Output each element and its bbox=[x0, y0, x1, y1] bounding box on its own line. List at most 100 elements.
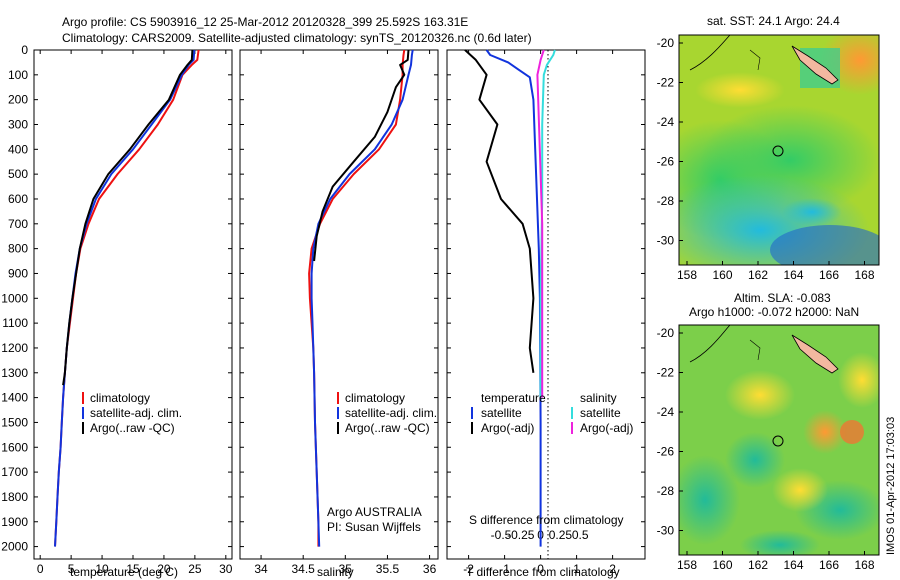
legend-label-s-argo: Argo(-adj) bbox=[580, 421, 633, 435]
latitude-tick-label: -22 bbox=[657, 76, 675, 90]
latitude-tick-label: -26 bbox=[657, 155, 675, 169]
longitude-tick-label: 168 bbox=[854, 268, 874, 282]
depth-tick-label: 1800 bbox=[1, 490, 28, 504]
sla-map-latitude-ticks: -20 -22 -24 -26 -28 -30 bbox=[657, 326, 683, 538]
sst-map-longitude-ticks: 158 160 162 164 166 168 bbox=[677, 261, 875, 282]
latitude-tick-label: -26 bbox=[657, 445, 675, 459]
difference-profile-lines bbox=[464, 49, 556, 547]
x-tick-label: 30 bbox=[219, 562, 233, 576]
sla-map-frame bbox=[678, 324, 880, 556]
latitude-tick-label: -28 bbox=[657, 484, 675, 498]
sla-map-image bbox=[679, 325, 879, 555]
depth-tick-label: 1200 bbox=[1, 341, 28, 355]
depth-axis-ticks: 0 100 200 300 400 500 600 700 800 900 1000 1100 1200… bbox=[1, 43, 645, 554]
s-difference-tick-label: -0.25 bbox=[507, 528, 535, 542]
sst-map-image bbox=[679, 35, 879, 265]
legend-label-argo: Argo(..raw -QC) bbox=[90, 421, 175, 435]
profile-line-climatology bbox=[54, 49, 200, 547]
sla-map-panel: Altim. SLA: -0.083 Argo h1000: -0.072 h2… bbox=[657, 291, 880, 572]
depth-tick-label: 1000 bbox=[1, 291, 28, 305]
depth-tick-label: 1100 bbox=[2, 316, 28, 330]
x-tick-label: -2 bbox=[463, 562, 474, 576]
depth-tick-label: 300 bbox=[8, 117, 28, 131]
longitude-tick-label: 160 bbox=[712, 558, 732, 572]
profile-line-temperature-argo-adj- bbox=[464, 49, 535, 373]
depth-tick-label: 1900 bbox=[1, 515, 28, 529]
depth-tick-label: 1700 bbox=[1, 465, 28, 479]
profile-line-satellite-adj-clim- bbox=[54, 49, 196, 547]
depth-tick-label: 1600 bbox=[1, 440, 28, 454]
legend-label-argo: Argo(..raw -QC) bbox=[345, 421, 430, 435]
latitude-tick-label: -30 bbox=[657, 234, 675, 248]
x-tick-label: 20 bbox=[157, 562, 171, 576]
argo-pi-annotation: PI: Susan Wijffels bbox=[327, 520, 421, 534]
longitude-tick-label: 162 bbox=[748, 558, 768, 572]
x-tick-label: 2 bbox=[609, 562, 616, 576]
difference-plot-frame bbox=[446, 49, 646, 560]
temperature-difference-legend: temperature satellite Argo(-adj) bbox=[471, 391, 546, 435]
sla-map-title-line-1: Altim. SLA: -0.083 bbox=[734, 291, 831, 305]
figure-title-line-2: Climatology: CARS2009. Satellite-adjuste… bbox=[62, 31, 532, 45]
depth-tick-label: 500 bbox=[8, 167, 28, 181]
latitude-tick-label: -22 bbox=[657, 366, 675, 380]
t-difference-axis-label: T difference from climatology bbox=[466, 565, 620, 579]
x-tick-label: 0 bbox=[37, 562, 44, 576]
legend-label-climatology: climatology bbox=[345, 391, 405, 405]
latitude-tick-label: -28 bbox=[657, 194, 675, 208]
legend-label-satellite: satellite-adj. clim. bbox=[90, 406, 182, 420]
sst-map-latitude-ticks: -20 -22 -24 -26 -28 -30 bbox=[657, 36, 683, 248]
salinity-axis-label: salinity bbox=[317, 565, 354, 579]
sst-map-panel: sat. SST: 24.1 Argo: 24.4 -20-22-24-26-2… bbox=[657, 14, 880, 282]
longitude-tick-label: 160 bbox=[712, 268, 732, 282]
depth-tick-label: 2000 bbox=[1, 540, 28, 554]
longitude-tick-label: 158 bbox=[677, 558, 697, 572]
temperature-axis-label: temperature (deg C) bbox=[70, 565, 178, 579]
argo-program-annotation: Argo AUSTRALIA bbox=[327, 505, 422, 519]
profile-line-salinity-satellite bbox=[539, 49, 556, 398]
longitude-tick-label: 168 bbox=[854, 558, 874, 572]
sla-map-longitude-ticks: 158 160 162 164 166 168 bbox=[677, 551, 875, 572]
imos-timestamp: IMOS 01-Apr-2012 17:03:03 bbox=[885, 417, 897, 555]
legend-label-t-argo: Argo(-adj) bbox=[481, 421, 534, 435]
s-difference-tick-label: 0.5 bbox=[572, 528, 589, 542]
legend-title-temperature: temperature bbox=[481, 391, 546, 405]
legend-label-t-satellite: satellite bbox=[481, 406, 522, 420]
salinity-panel: 34 34.5 35 35.5 36 salinity climatology sate… bbox=[239, 49, 439, 579]
x-tick-label: 10 bbox=[95, 562, 109, 576]
argo-position-marker bbox=[772, 145, 784, 157]
temperature-axis-ticks: 0 5 10 15 20 25 30 bbox=[37, 50, 233, 576]
x-tick-label: 15 bbox=[126, 562, 140, 576]
profile-line-salinity-argo-adj- bbox=[536, 49, 545, 398]
latitude-tick-label: -20 bbox=[657, 36, 675, 50]
longitude-tick-label: 164 bbox=[783, 558, 803, 572]
profile-line-argo-raw-qc- bbox=[313, 49, 410, 262]
depth-tick-label: 800 bbox=[8, 242, 28, 256]
sst-map-title: sat. SST: 24.1 Argo: 24.4 bbox=[707, 14, 840, 28]
legend-label-climatology: climatology bbox=[90, 391, 150, 405]
sst-map-frame bbox=[678, 34, 880, 266]
latitude-tick-label: -24 bbox=[657, 405, 675, 419]
longitude-tick-label: 166 bbox=[819, 268, 839, 282]
longitude-tick-label: 164 bbox=[783, 268, 803, 282]
salinity-axis-ticks: 34 34.5 35 35.5 36 bbox=[254, 50, 437, 576]
legend-title-salinity: salinity bbox=[580, 391, 617, 405]
depth-tick-label: 1300 bbox=[1, 366, 28, 380]
x-tick-label: 34 bbox=[254, 562, 268, 576]
profile-line-satellite-adj-clim- bbox=[310, 49, 414, 547]
longitude-tick-label: 158 bbox=[677, 268, 697, 282]
salinity-plot-frame bbox=[239, 49, 439, 560]
figure-title-line-1: Argo profile: CS 5903916_12 25-Mar-2012 … bbox=[62, 15, 468, 29]
argo-position-marker bbox=[772, 435, 784, 447]
longitude-tick-label: 162 bbox=[748, 268, 768, 282]
depth-tick-label: 900 bbox=[8, 266, 28, 280]
x-tick-label: 0 bbox=[537, 562, 544, 576]
depth-tick-label: 600 bbox=[8, 192, 28, 206]
salinity-legend: climatology satellite-adj. clim. Argo(..… bbox=[337, 391, 437, 435]
latitude-tick-label: -24 bbox=[657, 115, 675, 129]
profile-line-climatology bbox=[308, 49, 406, 547]
profile-line-argo-raw-qc- bbox=[62, 49, 194, 386]
x-tick-label: 5 bbox=[68, 562, 75, 576]
depth-tick-label: 200 bbox=[8, 93, 28, 107]
temperature-legend: climatology satellite-adj. clim. Argo(..… bbox=[82, 391, 182, 435]
